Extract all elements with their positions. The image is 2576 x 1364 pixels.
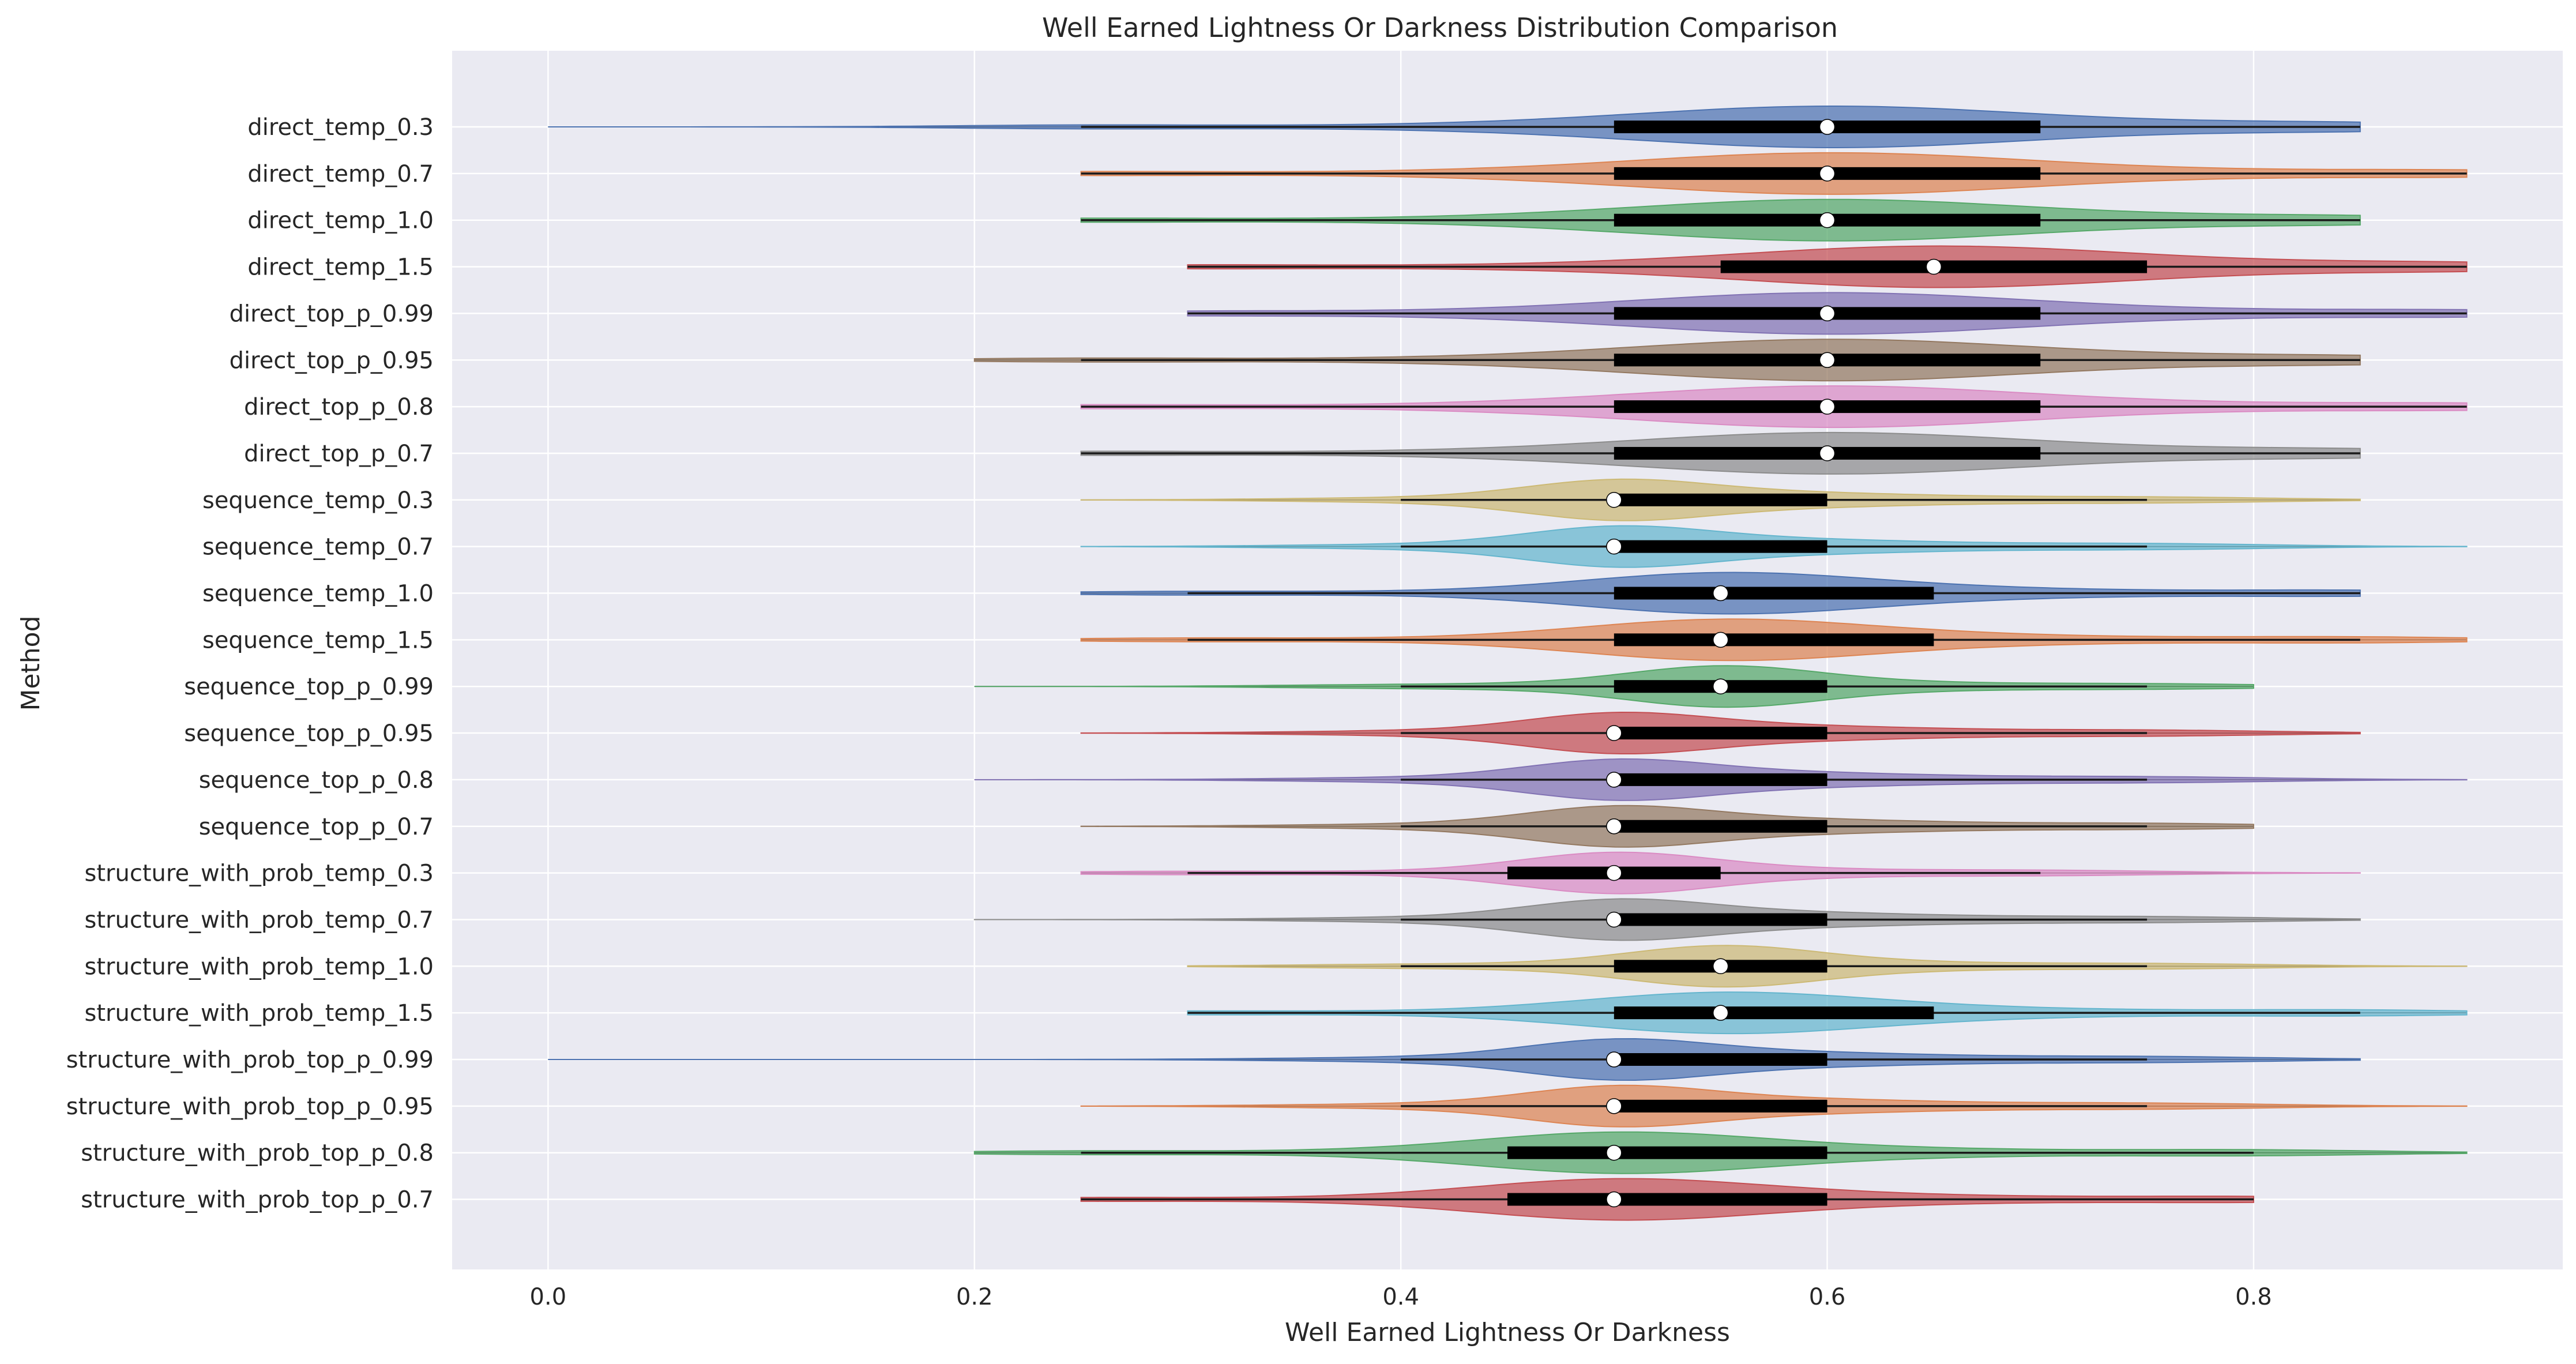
violin-median-point [1606,911,1622,928]
x-tick-labels: 0.0 0.2 0.4 0.6 0.8 [530,1284,2272,1310]
violin-iqr-box [1614,773,1827,786]
x-tick-label: 0.2 [956,1284,993,1310]
violin-median-point [1712,1005,1729,1021]
violin-iqr-box [1614,727,1827,740]
y-tick-label: sequence_temp_1.5 [202,627,434,653]
chart-title: Well Earned Lightness Or Darkness Distri… [1042,12,1838,43]
violin-iqr-box [1614,587,1934,600]
violin-iqr-box [1614,1053,1827,1066]
violin-median-point [1606,818,1622,835]
violin-median-point [1606,1098,1622,1114]
violin-iqr-box [1507,1193,1827,1206]
y-tick-label: sequence_temp_1.0 [202,581,434,607]
violin-median-point [1712,632,1729,648]
y-tick-label: structure_with_prob_temp_1.0 [85,953,434,980]
y-tick-label: structure_with_prob_temp_0.7 [85,907,434,933]
violin-median-point [1819,352,1836,368]
violin-layer [548,105,2468,1221]
x-tick-label: 0.0 [530,1284,567,1310]
x-tick-label: 0.8 [2235,1284,2272,1310]
violin-iqr-box [1614,913,1827,926]
violin-median-point [1606,1051,1622,1068]
violin-median-point [1606,492,1622,508]
violin-median-point [1819,399,1836,415]
violin-median-point [1606,538,1622,555]
y-tick-label: direct_temp_0.7 [247,161,434,187]
violin-median-point [1712,585,1729,602]
y-tick-label: structure_with_prob_top_p_0.95 [66,1094,434,1120]
violin-median-point [1606,772,1622,788]
violin-median-point [1819,212,1836,228]
y-tick-label: direct_top_p_0.99 [230,300,434,327]
y-tick-label: sequence_top_p_0.7 [199,814,434,840]
x-tick-label: 0.4 [1382,1284,1419,1310]
y-tick-label: direct_temp_1.0 [247,208,434,234]
violin-iqr-box [1614,820,1827,833]
violin-iqr-box [1614,1006,1934,1020]
violin-median-point [1606,725,1622,741]
y-tick-label: direct_temp_1.5 [247,254,434,281]
violin-median-point [1926,258,1942,275]
y-tick-label: direct_top_p_0.7 [244,441,434,467]
y-tick-label: structure_with_prob_top_p_0.7 [81,1187,434,1213]
y-tick-label: structure_with_prob_temp_0.3 [85,861,434,887]
y-tick-labels: direct_temp_0.3 direct_temp_0.7 direct_tem… [66,114,434,1213]
y-tick-label: sequence_top_p_0.99 [184,674,434,700]
y-tick-label: sequence_temp_0.7 [202,534,434,561]
y-tick-label: direct_top_p_0.8 [244,394,434,420]
y-tick-label: sequence_top_p_0.95 [184,720,434,747]
violin-median-point [1819,166,1836,182]
violin-iqr-box [1507,1146,1827,1159]
y-tick-label: structure_with_prob_top_p_0.8 [81,1140,434,1167]
violin-median-point [1606,1191,1622,1208]
plot-area [452,51,2563,1269]
y-tick-label: sequence_top_p_0.8 [199,767,434,794]
violin-iqr-box [1614,493,1827,506]
y-tick-label: sequence_temp_0.3 [202,487,434,514]
x-axis-label: Well Earned Lightness Or Darkness [1285,1318,1730,1347]
violin-median-point [1606,865,1622,881]
violin-iqr-box [1614,1099,1827,1113]
violin-median-point [1712,958,1729,975]
violin-iqr-box [1614,633,1934,647]
y-axis-label: Method [16,615,46,711]
violin-median-point [1819,445,1836,461]
violin-iqr-box [1614,540,1827,553]
y-tick-label: structure_with_prob_temp_1.5 [85,1000,434,1027]
violin-median-point [1712,678,1729,694]
violin-median-point [1819,305,1836,322]
violin-median-point [1606,1144,1622,1161]
y-tick-label: structure_with_prob_top_p_0.99 [66,1047,434,1073]
y-tick-label: direct_top_p_0.95 [230,347,434,374]
y-tick-label: direct_temp_0.3 [247,114,434,141]
violin-median-point [1819,119,1836,135]
x-tick-label: 0.6 [1809,1284,1846,1310]
